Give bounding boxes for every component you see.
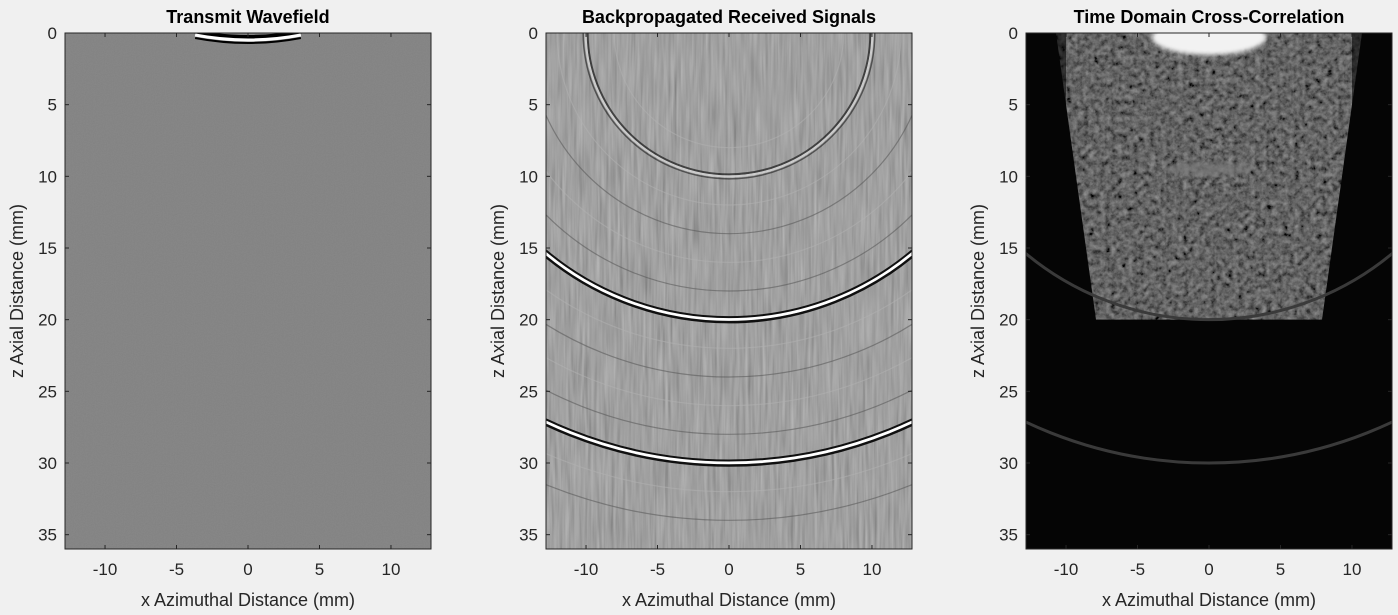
x-tick-label: 0 (724, 560, 733, 579)
reflector-arc-dark (582, 33, 876, 180)
panel-transmit-wavefield: -10 -5 0 5 10 0 5 10 15 20 25 30 35 Transmit Wavefiel… (7, 7, 432, 610)
speckle-region (1056, 33, 1362, 320)
y-tick-label: 10 (38, 167, 57, 186)
bright-band (1164, 163, 1254, 176)
y-tick-label: 0 (529, 24, 538, 43)
y-tick-label: 10 (999, 167, 1018, 186)
x-axis-label: x Azimuthal Distance (mm) (141, 590, 355, 610)
x-tick-label: -5 (650, 560, 665, 579)
y-tick-label: 25 (38, 382, 57, 401)
y-tick-label: 35 (999, 526, 1018, 545)
y-ticks: 0 5 10 15 20 25 30 35 (38, 24, 431, 545)
y-tick-label: 25 (519, 382, 538, 401)
chart-title: Transmit Wavefield (166, 7, 329, 27)
y-tick-label: 35 (519, 526, 538, 545)
faint-wavefront-arc (546, 452, 912, 493)
reflector-arc-dark (586, 33, 872, 176)
faint-wavefront-arc (546, 170, 912, 263)
y-tick-label: 10 (519, 167, 538, 186)
faint-wavefront-arc (546, 323, 912, 378)
x-tick-label: 10 (1343, 560, 1362, 579)
y-tick-label: 0 (1009, 24, 1018, 43)
reflector-arc-30mm (546, 420, 912, 465)
faint-reflector-arc-20mm (1026, 251, 1392, 322)
reflector-arc-dark (546, 418, 912, 463)
y-tick-label: 30 (999, 454, 1018, 473)
y-tick-label: 30 (38, 454, 57, 473)
x-tick-label: 5 (796, 560, 805, 579)
chart-title: Time Domain Cross-Correlation (1074, 7, 1345, 27)
x-tick-label: 5 (1276, 560, 1285, 579)
faint-wavefront-arc (546, 213, 912, 292)
y-tick-label: 20 (999, 311, 1018, 330)
chart-title: Backpropagated Received Signals (582, 7, 876, 27)
y-tick-label: 35 (38, 526, 57, 545)
faint-wavefront-arc (546, 289, 912, 349)
bright-surface-patch (1151, 33, 1267, 55)
y-tick-label: 5 (48, 96, 57, 115)
y-ticks: 0 5 10 15 20 25 30 35 (999, 24, 1392, 545)
transmit-wavefront-arc (194, 33, 302, 42)
y-tick-label: 5 (529, 96, 538, 115)
y-axis-label: z Axial Distance (mm) (968, 204, 988, 378)
reflector-arc-dark (546, 255, 912, 324)
transmit-wavefront-arc (194, 37, 302, 44)
y-tick-label: 20 (38, 311, 57, 330)
y-tick-label: 0 (48, 24, 57, 43)
x-tick-label: -10 (93, 560, 118, 579)
x-tick-label: 0 (243, 560, 252, 579)
x-tick-label: -5 (1130, 560, 1145, 579)
faint-wavefront-arc (546, 356, 912, 407)
y-tick-label: 15 (38, 239, 57, 258)
faint-reflector-arc-30mm (1026, 420, 1392, 465)
x-axis-label: x Azimuthal Distance (mm) (1102, 590, 1316, 610)
faint-wavefront-arc (546, 483, 912, 521)
y-tick-label: 20 (519, 311, 538, 330)
x-tick-label: -5 (169, 560, 184, 579)
reflector-arc-dark (546, 249, 912, 320)
x-ticks: -10 -5 0 5 10 (1054, 33, 1362, 579)
y-tick-label: 5 (1009, 96, 1018, 115)
x-axis-label: x Azimuthal Distance (mm) (622, 590, 836, 610)
reflector-arc-dark (546, 423, 912, 467)
y-tick-label: 15 (519, 239, 538, 258)
y-tick-label: 30 (519, 454, 538, 473)
x-ticks: -10 -5 0 5 10 (574, 33, 882, 579)
y-axis-label: z Axial Distance (mm) (488, 204, 508, 378)
faint-wavefront-arc (613, 33, 845, 149)
x-tick-label: 0 (1204, 560, 1213, 579)
x-tick-label: 10 (863, 560, 882, 579)
reflector-arc-20mm (546, 251, 912, 322)
reflector-arc-10mm (584, 33, 874, 178)
x-tick-label: -10 (1054, 560, 1079, 579)
x-tick-label: 5 (315, 560, 324, 579)
image-area (65, 33, 431, 549)
faint-wavefront-arc (546, 113, 912, 235)
y-axis-label: z Axial Distance (mm) (7, 204, 27, 378)
image-area (1026, 33, 1392, 549)
x-ticks: -10 -5 0 5 10 (93, 33, 401, 579)
panel-time-domain-cross-correlation: -10 -5 0 5 10 0 5 10 15 20 25 30 35 Time Domain Cross… (968, 7, 1393, 610)
y-ticks: 0 5 10 15 20 25 30 35 (519, 24, 912, 545)
x-tick-label: 10 (382, 560, 401, 579)
panel-backpropagated-received-signals: -10 -5 0 5 10 0 5 10 15 20 25 30 35 Backpropagated Re… (488, 7, 913, 610)
y-tick-label: 25 (999, 382, 1018, 401)
x-tick-label: -10 (574, 560, 599, 579)
faint-wavefront-arc (546, 389, 912, 435)
image-area (546, 33, 912, 549)
faint-wavefront-arc (556, 33, 902, 206)
y-tick-label: 15 (999, 239, 1018, 258)
